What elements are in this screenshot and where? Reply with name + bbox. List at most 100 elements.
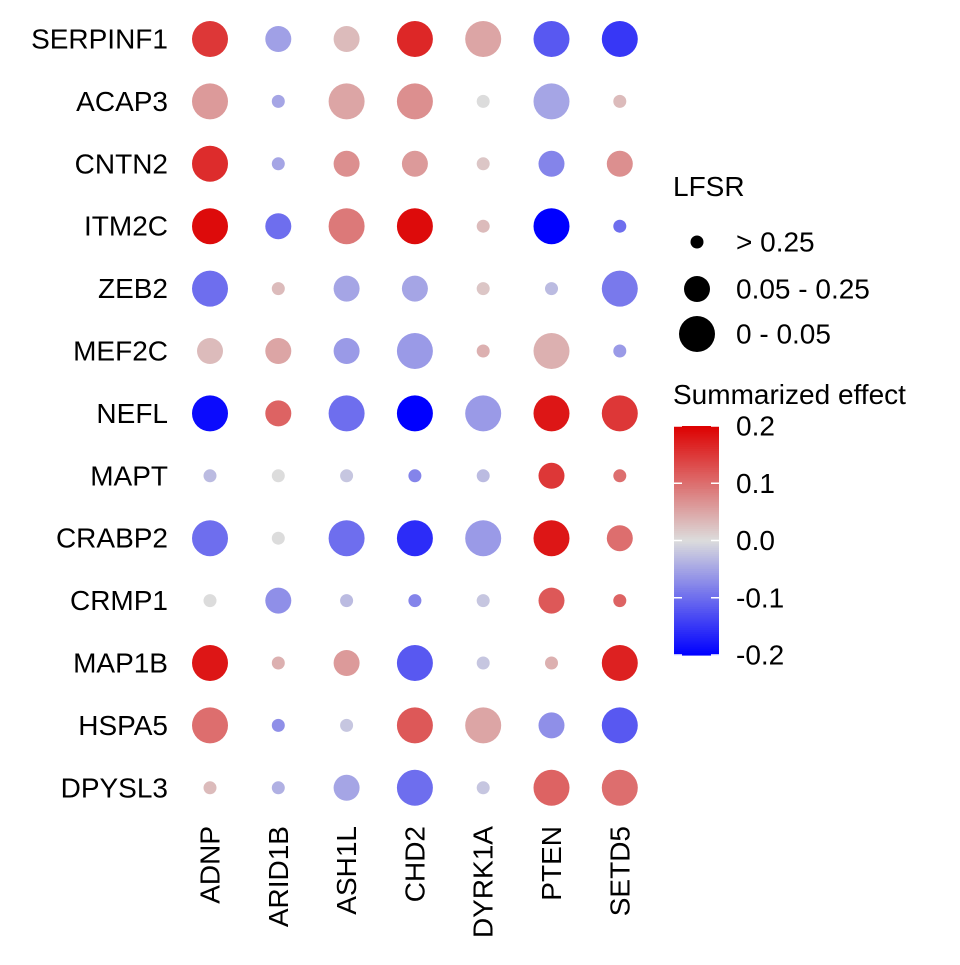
gene-label: DPYSL3 bbox=[61, 772, 168, 803]
colorbar-segment bbox=[674, 538, 719, 542]
dot-map1b-chd2 bbox=[396, 645, 433, 681]
colorbar-tick-label: 0.2 bbox=[736, 411, 775, 442]
colorbar-segment bbox=[674, 483, 719, 486]
lfsr-legend-label: > 0.25 bbox=[736, 227, 815, 258]
colorbar-segment bbox=[674, 521, 719, 524]
colorbar-segment bbox=[674, 584, 719, 587]
colorbar-segment bbox=[674, 487, 719, 490]
dot-hspa5-chd2 bbox=[396, 707, 433, 744]
colorbar-tick-label: -0.1 bbox=[736, 582, 784, 613]
colorbar-segment bbox=[674, 437, 719, 440]
dot-itm2c-setd5 bbox=[613, 219, 627, 233]
colorbar-segment bbox=[674, 603, 719, 606]
dot-mapt-adnp bbox=[203, 469, 217, 483]
colorbar-segment bbox=[674, 551, 719, 555]
colorbar-segment bbox=[674, 460, 719, 463]
colorbar-segment bbox=[674, 593, 719, 597]
dot-crabp2-ash1l bbox=[328, 520, 365, 557]
colorbar-segment bbox=[674, 540, 719, 544]
colorbar-segment bbox=[674, 595, 719, 599]
lfsr-legend-label: 0.05 - 0.25 bbox=[736, 274, 870, 305]
colorbar-segment bbox=[674, 635, 719, 639]
colorbar-segment bbox=[674, 574, 719, 578]
colorbar-segment bbox=[674, 492, 719, 496]
dot-hspa5-setd5 bbox=[601, 707, 638, 744]
dot-itm2c-arid1b bbox=[265, 213, 292, 240]
dot-mef2c-dyrk1a bbox=[476, 344, 490, 358]
colorbar-segment bbox=[674, 435, 719, 439]
dot-mef2c-setd5 bbox=[613, 344, 627, 358]
colorbar-segment bbox=[674, 458, 719, 461]
colorbar-segment bbox=[674, 506, 719, 509]
colorbar-segment bbox=[674, 634, 719, 637]
gene-labels: SERPINF1 ACAP3 CNTN2 ITM2C ZEB2 MEF2C NEFL MAPT… bbox=[31, 24, 168, 804]
colorbar-segment bbox=[674, 513, 719, 517]
dot-cntn2-dyrk1a bbox=[476, 157, 490, 171]
colorbar-segment bbox=[674, 624, 719, 627]
colorbar-segment bbox=[674, 582, 719, 585]
colorbar-segment bbox=[674, 626, 719, 629]
colorbar-segment bbox=[674, 620, 719, 624]
dot-mapt-setd5 bbox=[613, 469, 627, 483]
colorbar-segment bbox=[674, 565, 719, 568]
colorbar-segment bbox=[674, 494, 719, 498]
colorbar-segment bbox=[674, 446, 719, 450]
dot-cntn2-chd2 bbox=[401, 150, 428, 177]
dot-mef2c-pten bbox=[533, 333, 570, 369]
gene-label: MAPT bbox=[90, 460, 168, 491]
effect-legend: Summarized effect 0.2 0.1 0.0 -0.1 -0.2 bbox=[673, 379, 906, 671]
colorbar-segment bbox=[674, 496, 719, 500]
colorbar-segment bbox=[674, 553, 719, 557]
colorbar-segment bbox=[674, 475, 719, 479]
dot-dpysl3-chd2 bbox=[396, 769, 433, 806]
colorbar-segment bbox=[674, 443, 719, 446]
colorbar-segment bbox=[674, 525, 719, 528]
dot-crmp1-arid1b bbox=[265, 587, 292, 614]
dot-crmp1-dyrk1a bbox=[476, 594, 490, 608]
colorbar-segment bbox=[674, 429, 719, 433]
gene-label: NEFL bbox=[96, 398, 168, 429]
colorbar-segment bbox=[674, 576, 719, 580]
dot-nefl-adnp bbox=[192, 395, 228, 432]
dot-acap3-pten bbox=[533, 83, 570, 120]
dot-crmp1-pten bbox=[538, 587, 565, 614]
perturbation-label: ASH1L bbox=[331, 826, 362, 915]
dot-mef2c-adnp bbox=[197, 338, 223, 364]
perturbation-label: ADNP bbox=[195, 826, 226, 904]
colorbar-segment bbox=[674, 452, 719, 456]
colorbar-segment bbox=[674, 649, 719, 652]
dot-crabp2-chd2 bbox=[396, 520, 433, 557]
lfsr-legend: LFSR > 0.25 0.05 - 0.25 0 - 0.05 bbox=[673, 171, 870, 352]
dot-nefl-arid1b bbox=[265, 400, 292, 427]
dot-serpinf1-adnp bbox=[192, 21, 228, 57]
dot-map1b-arid1b bbox=[271, 656, 285, 670]
colorbar-segment bbox=[674, 464, 719, 467]
dot-zeb2-pten bbox=[545, 282, 558, 296]
colorbar-segment bbox=[674, 651, 719, 654]
colorbar-segment bbox=[674, 563, 719, 566]
dot-mapt-dyrk1a bbox=[476, 469, 490, 483]
dot-mef2c-ash1l bbox=[333, 338, 360, 364]
colorbar-segment bbox=[674, 523, 719, 526]
dot-itm2c-ash1l bbox=[328, 208, 365, 245]
dot-dpysl3-arid1b bbox=[271, 781, 285, 795]
colorbar-segment bbox=[674, 433, 719, 437]
lfsr-legend-title: LFSR bbox=[673, 171, 745, 202]
dot-mapt-chd2 bbox=[408, 469, 422, 483]
colorbar-segment bbox=[674, 542, 719, 545]
colorbar-segment bbox=[674, 544, 719, 547]
dot-acap3-ash1l bbox=[328, 83, 365, 120]
colorbar-segment bbox=[674, 548, 719, 551]
colorbar-segment bbox=[674, 519, 719, 523]
gene-label: ACAP3 bbox=[76, 86, 168, 117]
gene-label: MAP1B bbox=[73, 648, 168, 679]
colorbar-segment bbox=[674, 611, 719, 614]
dot-mapt-arid1b bbox=[271, 469, 285, 483]
dot-itm2c-chd2 bbox=[396, 208, 433, 245]
gene-label: CRABP2 bbox=[56, 523, 168, 554]
colorbar-segment bbox=[674, 605, 719, 608]
lfsr-legend-key bbox=[690, 235, 704, 249]
dot-zeb2-dyrk1a bbox=[476, 282, 490, 296]
colorbar-segment bbox=[674, 467, 719, 471]
